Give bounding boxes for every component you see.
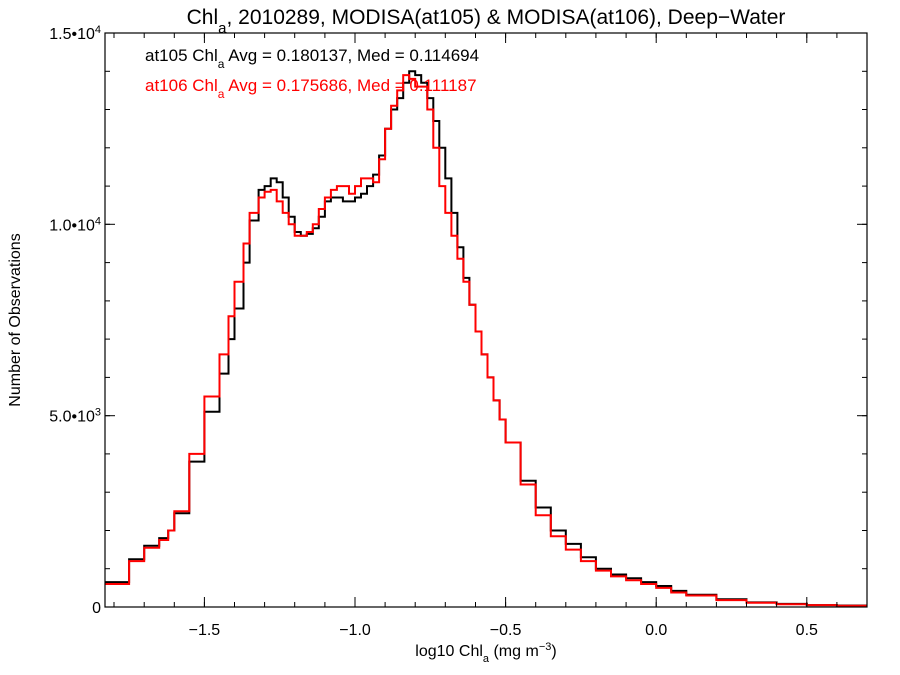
annotation-line-1: at105 Chla Avg = 0.180137, Med = 0.11469… <box>145 46 479 71</box>
text-part: Avg = 0.180137, Med = 0.114694 <box>224 46 479 65</box>
text-part: Chl <box>187 6 219 29</box>
text-part: a <box>218 87 225 101</box>
y-axis-label: Number of Observations <box>7 233 24 406</box>
text-part: (mg m <box>489 643 539 660</box>
text-part: , 2010289, MODISA(at105) & MODISA(at106)… <box>226 6 785 29</box>
y-tick-label: 0 <box>92 600 101 617</box>
x-tick-label: 0.5 <box>796 622 818 639</box>
y-tick-exponent: 4 <box>95 24 101 36</box>
y-tick-mantissa: 0 <box>92 600 101 617</box>
plot-frame <box>104 32 868 608</box>
text-part: ) <box>551 643 556 660</box>
x-tick-label: −0.5 <box>490 622 522 639</box>
text-part: log10 Chl <box>415 643 483 660</box>
text-part: Avg = 0.175686, Med = 0.111187 <box>224 76 476 95</box>
x-tick-label: −1.0 <box>339 622 371 639</box>
x-tick-label: −1.5 <box>189 622 221 639</box>
y-tick-mantissa: 5.0•10 <box>49 409 95 426</box>
text-part: a <box>218 20 227 37</box>
text-part: at106 Chl <box>145 76 218 95</box>
text-part: at105 Chl <box>145 46 218 65</box>
x-tick-label: 0.0 <box>645 622 667 639</box>
legend-annotations: at105 Chla Avg = 0.180137, Med = 0.11469… <box>145 46 479 101</box>
y-tick-label: 5.0•103 <box>49 407 101 426</box>
y-tick-label: 1.5•104 <box>49 24 101 43</box>
y-tick-mantissa: 1.0•10 <box>49 217 95 234</box>
text-part: a <box>218 57 225 71</box>
chart-title: Chla, 2010289, MODISA(at105) & MODISA(at… <box>187 6 786 37</box>
y-tick-mantissa: 1.5•10 <box>49 26 95 43</box>
text-part: a <box>483 653 490 665</box>
y-tick-exponent: 3 <box>95 407 101 419</box>
plot-area <box>105 70 867 607</box>
annotation-line-2: at106 Chla Avg = 0.175686, Med = 0.11118… <box>145 76 477 101</box>
x-axis-label: log10 Chla (mg m−3) <box>415 641 556 665</box>
y-tick-exponent: 4 <box>95 215 101 227</box>
y-tick-label: 1.0•104 <box>49 215 101 234</box>
series-line-0 <box>105 70 867 607</box>
text-part: −3 <box>539 641 552 653</box>
series-line-1 <box>105 74 867 607</box>
